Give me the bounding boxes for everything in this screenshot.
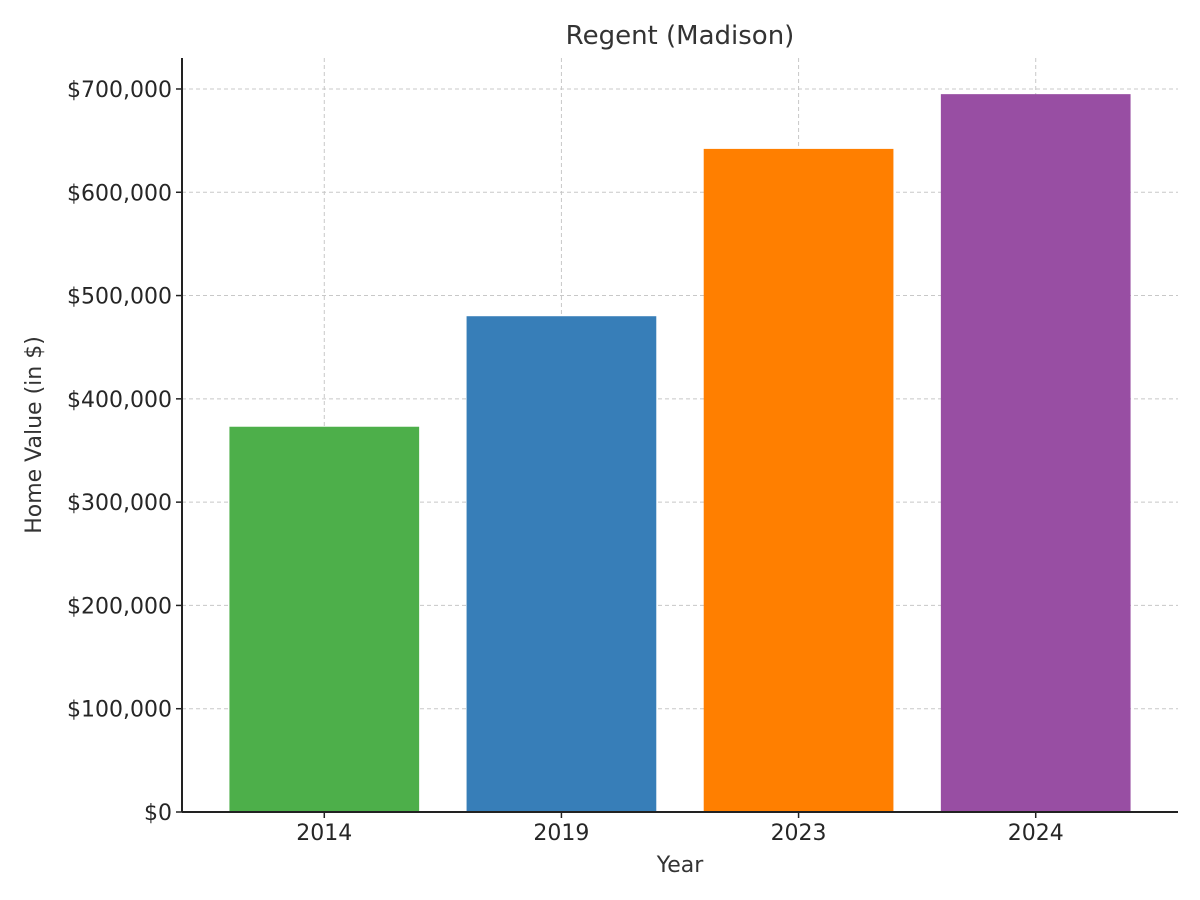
x-ticks: 2014 2019 2023 2024	[296, 812, 1064, 846]
bar-2024	[940, 94, 1131, 812]
y-tick-label: $300,000	[67, 491, 172, 516]
x-tick-label: 2023	[771, 821, 827, 846]
x-tick-label: 2024	[1008, 821, 1064, 846]
y-tick-label: $200,000	[67, 594, 172, 619]
y-tick-label: $700,000	[67, 78, 172, 103]
y-tick-label: $600,000	[67, 181, 172, 206]
axes	[181, 58, 1178, 813]
y-axis-label: Home Value (in $)	[22, 336, 47, 534]
y-ticks: $0 $100,000 $200,000 $300,000 $400,000 $500,0…	[67, 78, 182, 826]
y-tick-label: $500,000	[67, 285, 172, 310]
chart-title: Regent (Madison)	[566, 21, 795, 51]
y-tick-label: $400,000	[67, 388, 172, 413]
x-tick-label: 2019	[533, 821, 589, 846]
x-tick-label: 2014	[296, 821, 352, 846]
bar-2019	[466, 316, 657, 812]
grid	[182, 58, 1178, 812]
bar-2014	[229, 426, 420, 812]
y-tick-label: $0	[144, 801, 172, 826]
x-axis-label: Year	[656, 853, 705, 878]
y-tick-label: $100,000	[67, 698, 172, 723]
bars	[229, 94, 1131, 812]
bar-2023	[703, 148, 894, 812]
